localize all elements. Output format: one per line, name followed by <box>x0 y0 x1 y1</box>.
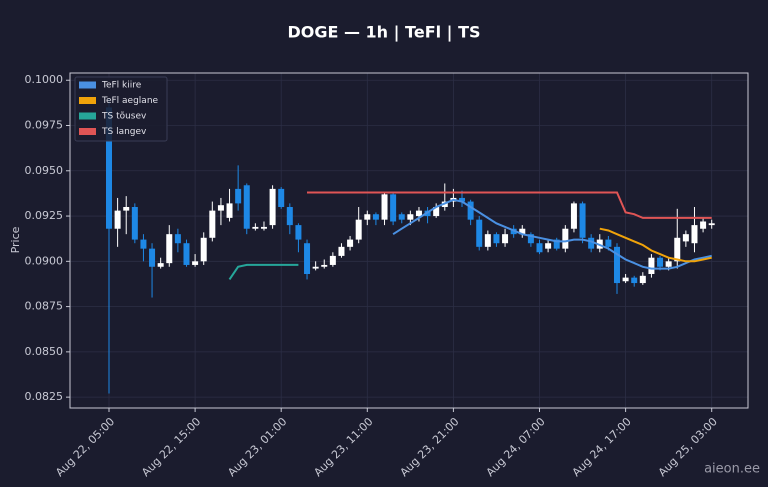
candle-body <box>355 219 362 240</box>
candle-body <box>545 243 552 249</box>
candle-body <box>381 194 388 220</box>
y-tick-label: 0.0950 <box>25 164 64 177</box>
legend-label: TeFl kiire <box>101 81 142 91</box>
candle-body <box>166 234 173 264</box>
legend-label: TS tõusev <box>101 112 147 122</box>
candle-body <box>278 188 285 207</box>
candle-body <box>502 234 509 244</box>
candle-body <box>519 228 526 235</box>
candle-body <box>407 214 414 220</box>
y-axis-label: Price <box>9 226 22 253</box>
candle-body <box>149 248 156 267</box>
y-tick-label: 0.0975 <box>25 119 64 132</box>
y-tick-label: 0.0900 <box>25 254 64 267</box>
candle-body <box>235 188 242 204</box>
candle-body <box>243 185 250 229</box>
candle-body <box>622 277 629 282</box>
candle-body <box>691 225 698 244</box>
candle-body <box>674 237 681 262</box>
candle-body <box>708 223 715 226</box>
candle-body <box>123 207 130 211</box>
candle-body <box>174 234 181 244</box>
candle-body <box>459 197 466 202</box>
candle-body <box>200 237 207 262</box>
y-tick-label: 0.0850 <box>25 345 64 358</box>
candle-body <box>131 207 138 240</box>
candle-body <box>304 243 311 274</box>
candle-body <box>338 246 345 256</box>
candle-body <box>140 239 147 249</box>
candle-body <box>398 214 405 220</box>
candle-body <box>226 203 233 218</box>
legend-label: TS langev <box>101 127 147 137</box>
y-tick-label: 0.0825 <box>25 390 64 403</box>
candle-body <box>639 275 646 284</box>
candle-body <box>588 237 595 249</box>
candle-body <box>605 239 612 247</box>
candle-body <box>260 226 267 229</box>
candle-body <box>312 266 319 269</box>
line-series <box>307 191 712 219</box>
y-tick-label: 0.0875 <box>25 300 64 313</box>
candle-body <box>415 210 422 217</box>
candle-body <box>390 194 397 222</box>
legend: TeFl kiire TeFl aeglane TS tõusev TS langev <box>74 76 168 142</box>
candle-body <box>329 255 336 265</box>
candle-body <box>562 228 569 249</box>
candle-body <box>682 234 689 242</box>
candle-body <box>183 243 190 265</box>
candle-body <box>579 203 586 238</box>
candle-body <box>536 243 543 253</box>
candle-body <box>493 234 500 244</box>
candle-body <box>553 239 560 249</box>
legend-swatch <box>79 97 96 104</box>
line-series <box>228 263 299 280</box>
candle-body <box>114 210 121 229</box>
y-tick-label: 0.1000 <box>25 73 64 86</box>
candle-body <box>217 205 224 211</box>
candle-body <box>372 214 379 220</box>
candle-body <box>527 234 534 244</box>
candle-body <box>364 214 371 220</box>
candle-body <box>484 234 491 247</box>
legend-label: TeFl aeglane <box>101 96 159 106</box>
candle-body <box>570 203 577 229</box>
candle-body <box>648 257 655 274</box>
line-series <box>599 227 712 263</box>
candle-body <box>252 226 259 229</box>
candle-body <box>657 257 664 267</box>
candle-body <box>700 221 707 229</box>
candle-body <box>209 210 216 238</box>
legend-swatch <box>79 112 96 120</box>
line-series <box>392 198 712 270</box>
legend-swatch <box>79 81 96 89</box>
candle-body <box>106 107 112 229</box>
candle-body <box>467 201 474 220</box>
candle-body <box>321 264 328 267</box>
candle-body <box>192 261 199 265</box>
legend-box <box>74 76 168 142</box>
candle-body <box>476 219 483 247</box>
y-tick-label: 0.0925 <box>25 209 64 222</box>
candle-body <box>269 188 276 226</box>
watermark: aieon.ee <box>704 462 760 477</box>
candle-body <box>665 261 672 267</box>
candle-body <box>433 207 440 217</box>
candle-body <box>613 246 620 284</box>
legend-swatch <box>79 128 96 135</box>
chart-title: DOGE — 1h | TeFl | TS <box>287 23 480 43</box>
candle-body <box>286 207 293 226</box>
candle-body <box>631 277 638 284</box>
plot-frame <box>69 72 749 409</box>
candle-body <box>157 263 164 267</box>
candle-body <box>295 225 302 240</box>
candle-body <box>347 239 354 247</box>
